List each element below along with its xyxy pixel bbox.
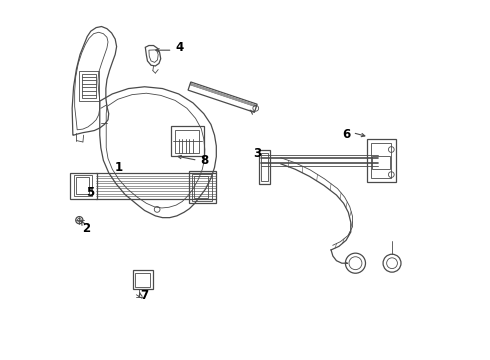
Text: 5: 5 [86,186,94,199]
Bar [135,273,150,287]
Bar [172,126,204,156]
Bar [175,130,199,153]
Bar [367,139,395,182]
Bar [76,177,89,194]
Text: 8: 8 [201,154,209,167]
Text: 6: 6 [342,127,350,141]
Text: 4: 4 [175,41,184,54]
Bar [259,149,270,184]
Bar [370,143,392,178]
Text: 1: 1 [115,161,123,174]
Bar [261,153,268,181]
Bar [82,74,96,98]
Bar [372,156,390,169]
Bar [194,176,208,198]
Bar [74,175,92,196]
Bar [79,71,99,101]
Bar [133,270,153,289]
Bar [190,171,216,203]
Bar [192,174,212,201]
Text: 3: 3 [253,147,262,159]
Bar [70,173,97,199]
Text: 7: 7 [140,289,148,302]
Text: 2: 2 [82,222,91,235]
